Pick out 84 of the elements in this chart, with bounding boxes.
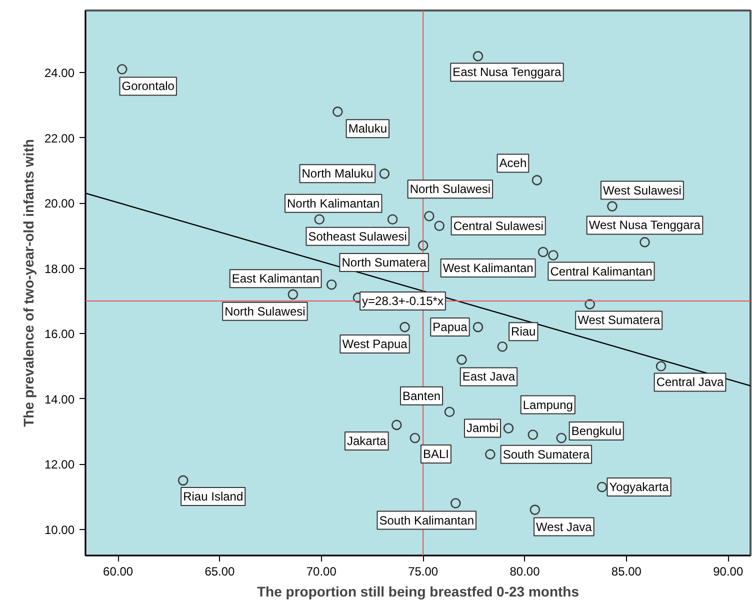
point (178, 475, 188, 486)
point (528, 430, 538, 440)
annotation: West Java (536, 520, 592, 534)
annotation: Gorontalo (122, 79, 175, 94)
point (418, 240, 428, 251)
annotation: Yogyakarta (609, 480, 670, 494)
annotation: Bengkulu (571, 424, 622, 438)
annotation: North Sulawesi (224, 304, 306, 318)
annotation: Riau (511, 324, 536, 339)
point (596, 482, 608, 492)
y-axis-title: The prevalence of two-year-old infants with (20, 139, 36, 427)
annotation: Lampung (522, 398, 573, 412)
annotation: North Sumatera (342, 255, 427, 270)
annotation: Jambi (466, 421, 499, 436)
annotation: y=28.3+-0.15*x (362, 294, 444, 308)
point (556, 432, 567, 444)
point (116, 64, 128, 74)
y-tick-label: 16.00 (44, 327, 75, 342)
point (391, 420, 402, 430)
annotation: Jakarta (346, 434, 387, 448)
x-tick-label: 65.00 (204, 564, 236, 578)
annotation: West Sulawesi (602, 183, 682, 198)
y-tick-label: 24.00 (44, 66, 75, 80)
point (640, 237, 650, 248)
y-tick-label: 12.00 (44, 458, 75, 472)
point (497, 341, 508, 352)
point (656, 361, 666, 372)
point (379, 168, 390, 179)
annotation: Central Kalimantan (550, 264, 652, 278)
point (410, 432, 420, 444)
annotation: East Kalimantan (232, 272, 320, 286)
point (532, 175, 542, 186)
point (472, 322, 484, 332)
annotation: Sotheast Sulawesi (308, 229, 407, 244)
annotation: Riau Island (183, 489, 244, 504)
y-tick-label: 18.00 (44, 262, 75, 276)
point (548, 250, 558, 260)
point (485, 449, 496, 460)
point (400, 322, 410, 332)
annotation: West Nusa Tenggara (588, 218, 701, 232)
annotation: Aceh (499, 156, 527, 170)
annotation: East Java (462, 370, 516, 384)
x-axis-title: The proportion still being breastfed 0-23 months (256, 584, 580, 600)
annotation: BALI (422, 447, 449, 462)
annotation: West Papua (342, 337, 408, 352)
annotation: West Sumatera (578, 313, 660, 328)
annotation: Papua (432, 320, 468, 334)
x-tick-label: 60.00 (103, 564, 134, 578)
annotation: North Kalimantan (287, 196, 380, 210)
y-tick-label: 10.00 (44, 522, 75, 537)
annotation: North Sulawesi (410, 182, 491, 196)
point (314, 214, 325, 225)
point (434, 220, 445, 232)
x-tick-label: 70.00 (306, 564, 337, 578)
point (456, 354, 467, 365)
annotation: North Maluku (302, 166, 374, 181)
point (530, 504, 540, 515)
annotation: Banten (402, 388, 441, 403)
y-tick-label: 22.00 (44, 131, 75, 146)
point (584, 299, 595, 310)
annotation: South Kalimantan (379, 513, 474, 528)
point (607, 201, 618, 212)
point (472, 51, 484, 62)
annotation: East Nusa Tenggara (452, 65, 562, 80)
x-tick-label: 85.00 (611, 564, 642, 578)
annotation: Central Java (656, 375, 724, 390)
x-tick-label: 75.00 (408, 564, 438, 578)
point (332, 106, 343, 117)
annotation: Central Sulawesi (453, 218, 544, 233)
x-tick-label: 80.00 (510, 564, 540, 578)
y-tick-label: 14.00 (44, 392, 75, 406)
point (424, 210, 434, 222)
annotation: West Kalimantan (442, 260, 534, 275)
annotation: Maluku (348, 122, 388, 136)
annotation: South Sumatera (502, 447, 590, 462)
point (444, 406, 455, 418)
point (538, 246, 548, 258)
y-tick-label: 20.00 (44, 196, 75, 211)
point (387, 214, 398, 225)
point (450, 498, 461, 508)
point (288, 289, 298, 300)
x-tick-label: 90.00 (713, 564, 744, 578)
point (326, 279, 337, 290)
point (503, 423, 514, 434)
